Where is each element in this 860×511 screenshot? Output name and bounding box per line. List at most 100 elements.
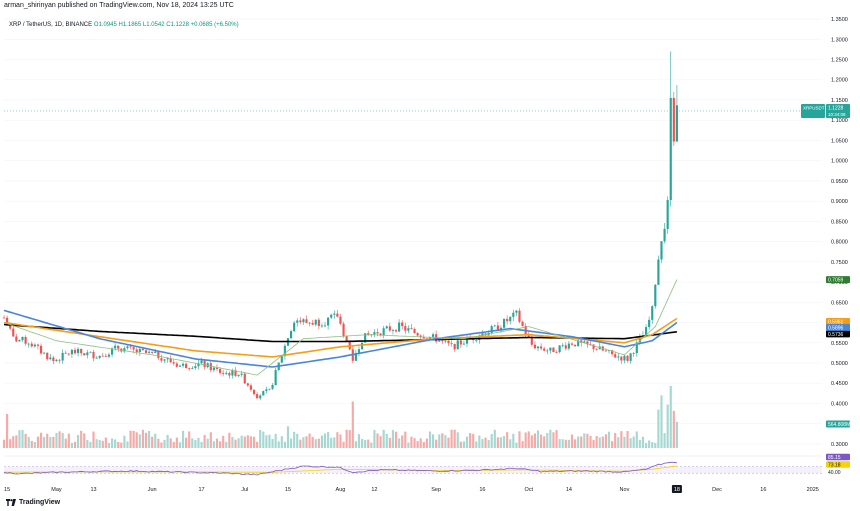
volume-bar: [265, 435, 268, 448]
candle-body: [157, 351, 160, 359]
time-tick-label: Oct: [524, 487, 533, 493]
volume-bar: [120, 442, 123, 448]
volume-bar: [391, 430, 395, 448]
candle-body: [212, 367, 215, 371]
volume-bar: [552, 432, 555, 448]
candle-body: [657, 259, 660, 285]
volume-bar: [444, 435, 447, 448]
candle-body: [654, 284, 657, 307]
volume-bar: [21, 430, 24, 448]
volume-bar: [43, 436, 46, 448]
volume-bar: [188, 431, 191, 448]
volume-bar: [157, 438, 160, 448]
volume-value-label: 564.808M: [828, 422, 850, 428]
candle-body: [518, 310, 521, 322]
candle-body: [546, 350, 549, 352]
volume-bar: [638, 439, 641, 448]
volume-bar: [194, 439, 197, 448]
ma-value-label-bg: [826, 318, 850, 326]
volume-bar: [635, 431, 638, 448]
candle-body: [317, 319, 320, 326]
candle-body: [144, 350, 148, 353]
candle-body: [259, 395, 262, 399]
moving-average-line: [3, 279, 678, 376]
candle-body: [222, 372, 225, 374]
volume-bar: [626, 431, 629, 448]
volume-bar: [274, 433, 277, 448]
candle-body: [564, 345, 567, 349]
volume-bar: [592, 439, 595, 448]
candle-body: [558, 345, 561, 353]
volume-bar: [73, 441, 77, 448]
volume-bar: [138, 434, 141, 448]
candle-body: [663, 228, 666, 242]
candle-body: [644, 327, 648, 336]
volume-bar: [314, 439, 317, 448]
candle-body: [215, 367, 219, 370]
candle-body: [407, 328, 410, 331]
candle-body: [30, 343, 33, 347]
volume-bar: [129, 430, 132, 448]
volume-bar: [277, 441, 280, 448]
candle-body: [70, 349, 73, 355]
moving-average-line: [3, 317, 678, 358]
volume-bar: [601, 436, 604, 448]
candle-body: [481, 333, 484, 337]
candle-body: [438, 340, 441, 342]
volume-bar: [246, 435, 249, 448]
candle-body: [249, 385, 253, 390]
volume-bar: [55, 432, 58, 448]
candle-body: [604, 350, 608, 352]
volume-bar: [561, 439, 564, 448]
price-tick-label: 1.2500: [831, 58, 848, 64]
volume-bar: [546, 433, 549, 448]
ma-value-label: 0.5961: [828, 320, 844, 326]
candle-body: [237, 374, 240, 376]
candle-body: [651, 306, 654, 320]
candle-body: [570, 343, 574, 345]
candle-body: [80, 348, 83, 354]
volume-bar: [212, 441, 215, 448]
candle-body: [543, 348, 546, 351]
volume-bar: [419, 438, 422, 448]
volume-bar: [185, 437, 188, 448]
rsi-value-label-bg: [826, 468, 850, 476]
time-tick-label: May: [51, 487, 62, 493]
tradingview-brand[interactable]: TradingView: [6, 499, 60, 506]
candle-body: [431, 334, 435, 337]
candle-body: [228, 372, 231, 376]
candle-body: [305, 319, 308, 323]
candle-body: [52, 357, 55, 361]
brand-label: TradingView: [19, 499, 61, 506]
candle-body: [110, 348, 114, 355]
candle-body: [388, 326, 391, 331]
candle-body: [64, 352, 67, 354]
candle-body: [36, 344, 40, 346]
candle-body: [336, 313, 339, 317]
volume-bar: [231, 437, 234, 448]
volume-bar: [249, 436, 253, 448]
candle-body: [475, 339, 478, 341]
candle-body: [419, 335, 422, 338]
candle-body: [413, 329, 416, 334]
volume-bar: [438, 434, 441, 448]
candle-body: [138, 348, 141, 353]
time-tick-label: Aug: [336, 487, 346, 493]
volume-bar: [394, 431, 398, 448]
rsi-value-label: 40.00: [828, 470, 841, 476]
candle-body: [515, 310, 518, 313]
volume-bar: [672, 410, 675, 448]
candle-body: [95, 357, 98, 359]
volume-bar: [203, 435, 206, 448]
volume-bar: [293, 431, 296, 448]
candle-body: [86, 352, 89, 356]
volume-bar: [132, 430, 135, 448]
volume-bar: [530, 435, 533, 448]
volume-bar: [240, 435, 243, 448]
volume-bar: [2, 439, 6, 448]
candle-body: [527, 334, 530, 337]
volume-bar: [465, 436, 469, 448]
volume-bar: [348, 430, 351, 448]
candle-body: [333, 313, 336, 315]
